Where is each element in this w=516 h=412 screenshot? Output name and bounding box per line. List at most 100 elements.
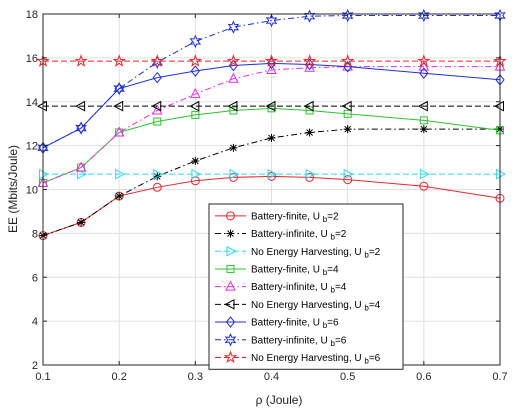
series-line — [42, 128, 500, 237]
data-point — [343, 109, 352, 118]
y-tick-label: 2 — [32, 360, 38, 372]
series-line — [42, 107, 501, 184]
y-tick-label: 12 — [26, 141, 38, 153]
data-point — [226, 54, 241, 67]
legend-entry: Battery-finite, U b=2 — [215, 211, 339, 224]
legend-entry: No Energy Harvesting, U b=2 — [215, 245, 381, 260]
series-line — [42, 66, 500, 184]
data-point — [265, 100, 276, 112]
data-point — [419, 116, 428, 125]
data-point — [418, 60, 430, 71]
data-point — [75, 100, 86, 112]
series-9 — [36, 54, 507, 67]
legend-label: No Energy Harvesting, U b=4 — [251, 300, 381, 313]
legend-entry: No Energy Harvesting, U b=6 — [215, 350, 381, 366]
x-axis-label: ρ (Joule) — [256, 393, 303, 407]
legend-marker — [224, 299, 235, 310]
legend-marker — [226, 229, 235, 238]
data-point — [229, 168, 240, 180]
legend-label: Battery-finite, U b=4 — [251, 264, 339, 277]
data-point — [191, 168, 202, 180]
x-tick-label: 0.2 — [112, 371, 127, 383]
data-point — [302, 54, 317, 67]
data-point — [227, 20, 240, 34]
data-point — [113, 81, 125, 96]
data-point — [305, 168, 316, 180]
data-point — [39, 168, 50, 180]
legend-marker — [225, 316, 236, 328]
data-point — [191, 156, 200, 165]
legend-marker — [223, 350, 238, 364]
data-point — [152, 182, 162, 192]
legend-marker — [225, 280, 236, 291]
data-point — [229, 143, 238, 152]
data-point — [419, 168, 430, 180]
legend-label: No Energy Harvesting, U b=6 — [251, 353, 381, 366]
y-tick-label: 8 — [32, 228, 38, 240]
legend-entry: No Energy Harvesting, U b=4 — [215, 299, 381, 313]
data-point — [191, 110, 200, 119]
data-point — [77, 168, 88, 180]
y-tick-label: 18 — [26, 9, 38, 21]
legend-box — [208, 203, 404, 370]
data-point — [227, 100, 238, 112]
data-point — [265, 13, 278, 28]
data-point — [341, 100, 352, 112]
data-point — [417, 54, 431, 67]
data-point — [151, 100, 162, 112]
data-point — [419, 181, 429, 191]
data-point — [340, 54, 355, 67]
data-point — [150, 54, 164, 67]
legend-marker — [226, 211, 235, 221]
data-point — [419, 67, 429, 80]
data-point — [188, 54, 203, 67]
data-point — [417, 100, 428, 112]
legend-entry: Battery-infinite, U b=4 — [215, 280, 347, 295]
data-point — [267, 168, 278, 180]
data-point — [496, 168, 507, 180]
data-point — [343, 125, 352, 134]
data-point — [36, 100, 47, 112]
series-5 — [37, 60, 506, 187]
data-point — [189, 34, 202, 49]
data-point — [113, 126, 125, 137]
data-point — [190, 65, 200, 77]
legend-label: Battery-infinite, U b=2 — [251, 229, 347, 242]
legend-entry: Battery-infinite, U b=2 — [215, 229, 347, 242]
data-point — [113, 100, 124, 112]
legend: Battery-finite, U b=2 Battery-infinite, U… — [208, 203, 404, 370]
legend-label: Battery-infinite, U b=6 — [251, 335, 347, 348]
data-point — [264, 54, 279, 67]
data-point — [75, 121, 87, 135]
y-tick-label: 6 — [32, 272, 38, 284]
data-point — [266, 63, 277, 74]
data-point — [342, 60, 353, 71]
data-point — [228, 72, 239, 83]
data-point — [153, 117, 162, 126]
y-tick-label: 10 — [26, 185, 38, 197]
data-point — [115, 168, 126, 180]
data-point — [343, 175, 353, 185]
data-point — [493, 100, 504, 112]
y-tick-label: 14 — [26, 97, 38, 109]
data-point — [190, 88, 201, 99]
y-tick-label: 4 — [32, 316, 38, 328]
x-tick-label: 0.6 — [416, 371, 431, 383]
series-line — [42, 62, 501, 149]
data-point — [267, 133, 276, 142]
legend-entry: Battery-finite, U b=4 — [215, 264, 339, 277]
data-point — [77, 218, 86, 227]
series-layer — [36, 8, 507, 241]
series-line — [42, 15, 500, 149]
y-tick-label: 16 — [26, 53, 38, 65]
series-6 — [36, 100, 504, 112]
legend-label: Battery-infinite, U b=4 — [251, 282, 347, 295]
data-point — [303, 9, 316, 23]
legend-label: Battery-finite, U b=6 — [251, 318, 339, 331]
data-point — [75, 161, 87, 172]
data-point — [343, 168, 354, 180]
data-point — [189, 100, 200, 112]
legend-marker — [226, 264, 235, 273]
legend-label: No Energy Harvesting, U b=2 — [251, 247, 381, 260]
